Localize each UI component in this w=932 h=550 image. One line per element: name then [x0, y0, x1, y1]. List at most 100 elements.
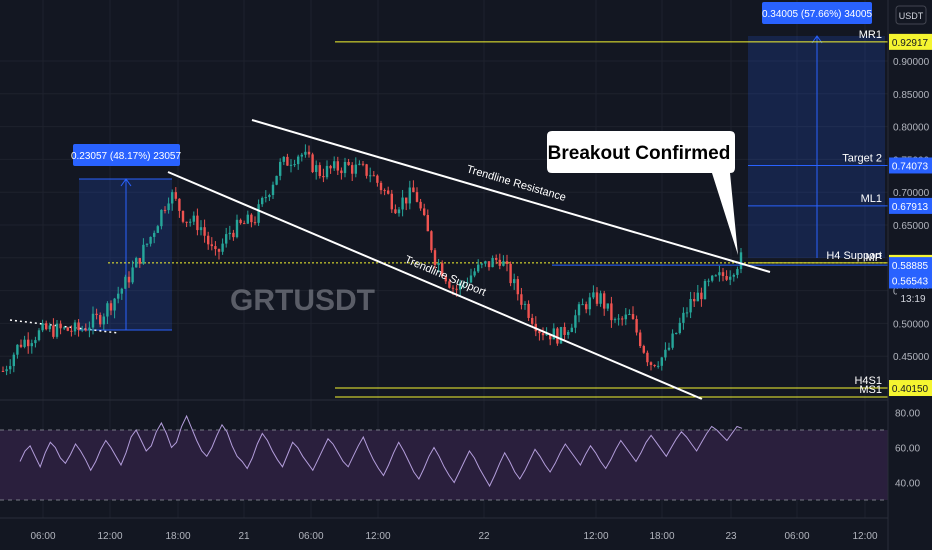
- candle-body: [473, 271, 476, 276]
- candle-body: [225, 234, 228, 244]
- level-price-label: 0.67913: [892, 202, 929, 213]
- candle-body: [189, 221, 192, 223]
- price-tick: 0.65000: [893, 221, 930, 232]
- candle-body: [390, 193, 393, 210]
- candle-body: [459, 282, 462, 290]
- candle-body: [721, 272, 725, 276]
- candle-body: [153, 232, 156, 237]
- candle-body: [714, 275, 717, 277]
- candle-body: [430, 231, 433, 251]
- level-price-badge: [889, 257, 932, 274]
- level-price-label: 0.74073: [892, 161, 929, 172]
- candle-body: [257, 204, 260, 223]
- candle-body: [88, 327, 91, 331]
- candle-body: [196, 215, 199, 231]
- currency-badge[interactable]: USDT: [895, 5, 927, 25]
- trendline-resistance[interactable]: [251, 119, 771, 273]
- rsi-band: [0, 430, 888, 500]
- rsi-pane: 80.00 60.00 40.00: [0, 399, 920, 501]
- level-price-label: 0.40150: [892, 384, 929, 395]
- candle-body: [325, 165, 329, 178]
- trendline-support[interactable]: [167, 171, 703, 400]
- candle-body: [95, 313, 98, 316]
- candle-body: [394, 209, 397, 214]
- candle-body: [59, 323, 62, 329]
- candle-body: [581, 304, 584, 306]
- time-axis: 06:00 12:00 18:00 21 06:00 12:00 22 12:00 18:00 2…: [30, 531, 877, 542]
- candle-body: [210, 244, 213, 247]
- measure-left[interactable]: 0.23057 (48.17%) 23057: [71, 144, 182, 331]
- candle-body: [340, 170, 343, 174]
- measure-left-label-bg: [73, 144, 180, 166]
- candle-body: [358, 163, 361, 165]
- candle-body: [1, 370, 5, 372]
- candle-body: [646, 352, 649, 363]
- price-tick: 0.80000: [893, 123, 930, 134]
- candle-body: [145, 243, 149, 245]
- candle-body: [487, 261, 491, 268]
- candle-body: [739, 252, 743, 270]
- candle-body: [228, 232, 231, 235]
- candle-body: [624, 314, 627, 320]
- candle-body: [156, 226, 159, 233]
- candle-body: [559, 327, 563, 344]
- candle-body: [239, 219, 242, 224]
- candle-body: [102, 316, 105, 325]
- candle-body: [621, 318, 624, 320]
- candle-body: [444, 276, 447, 282]
- candle-body: [124, 276, 127, 289]
- candle-body: [523, 303, 527, 305]
- candle-body: [55, 323, 59, 337]
- candle-body: [613, 319, 617, 321]
- candle-body: [318, 165, 321, 176]
- candle-body: [268, 195, 271, 198]
- candle-body: [577, 304, 581, 316]
- candle-body: [405, 197, 408, 204]
- candle-body: [12, 354, 15, 367]
- candle-body: [585, 304, 588, 310]
- time-tick: 12:00: [852, 531, 877, 542]
- rsi-tick: 60.00: [895, 444, 920, 455]
- level-name: MR1: [859, 29, 882, 41]
- candle-body: [30, 343, 33, 347]
- candle-body: [617, 318, 620, 320]
- candle-body: [505, 261, 509, 264]
- candle-body: [610, 303, 613, 321]
- candle-body: [365, 164, 368, 176]
- candle-body: [509, 263, 512, 284]
- candle-body: [217, 249, 221, 252]
- candle-body: [16, 344, 19, 355]
- candle-body: [63, 327, 66, 329]
- candle-body: [361, 163, 365, 165]
- measure-left-label: 0.23057 (48.17%) 23057: [71, 151, 182, 162]
- candle-body: [264, 197, 267, 199]
- candle-body: [19, 344, 23, 347]
- candle-body: [480, 263, 483, 265]
- candle-body: [214, 246, 217, 250]
- time-tick: 22: [478, 531, 490, 542]
- candle-body: [52, 325, 55, 337]
- candle-body: [23, 339, 26, 347]
- candle-body: [426, 215, 429, 232]
- candle-body: [160, 209, 163, 227]
- candle-body: [48, 325, 51, 330]
- breakout-callout[interactable]: Breakout Confirmed: [547, 131, 738, 255]
- candle-body: [253, 222, 257, 224]
- candle-body: [45, 323, 48, 330]
- candle-body: [606, 303, 609, 309]
- measure-right[interactable]: 0.34005 (57.66%) 34005: [748, 2, 885, 258]
- candle-body: [408, 187, 411, 204]
- candle-body: [149, 236, 152, 244]
- time-tick: 23: [725, 531, 737, 542]
- candle-body: [84, 329, 87, 331]
- candle-body: [372, 175, 375, 177]
- candle-body: [73, 322, 77, 332]
- measure-left-arrowhead-icon: [120, 178, 132, 187]
- level-price-badge: [889, 157, 932, 174]
- candle-body: [401, 197, 404, 210]
- candle-body: [599, 293, 602, 304]
- level-price-badge: [889, 272, 932, 289]
- candle-body: [700, 292, 703, 300]
